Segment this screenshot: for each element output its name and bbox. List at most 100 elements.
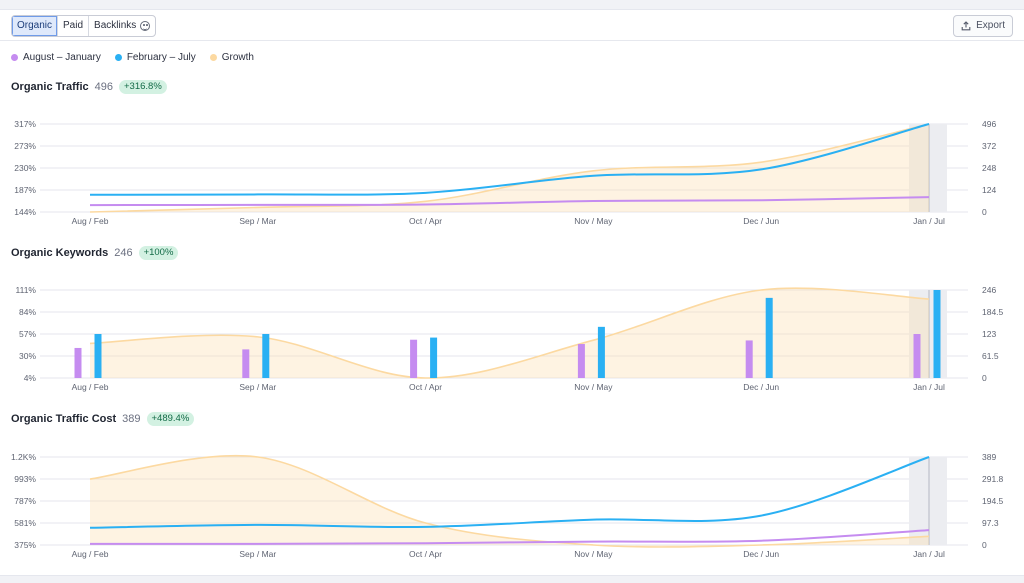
- bar-february-july: [933, 290, 941, 378]
- x-tick-label: Sep / Mar: [239, 382, 276, 392]
- left-tick-label: 111%: [16, 285, 37, 295]
- x-tick-label: Nov / May: [574, 382, 613, 392]
- right-tick-label: 194.5: [982, 496, 1004, 506]
- export-button[interactable]: Export: [953, 15, 1013, 37]
- legend-item-february-july[interactable]: February – July: [114, 52, 196, 63]
- line-february-july: [89, 456, 930, 529]
- left-tick-label: 273%: [14, 141, 36, 151]
- tab-organic-label: Organic: [17, 20, 53, 31]
- bar-august-january: [913, 334, 921, 378]
- left-tick-label: 230%: [14, 163, 36, 173]
- bar-february-july: [430, 337, 438, 378]
- x-tick-label: Aug / Feb: [72, 549, 109, 559]
- bar-february-july: [765, 297, 773, 378]
- smiley-icon: [140, 21, 151, 31]
- legend-item-growth[interactable]: Growth: [209, 52, 254, 63]
- x-tick-label: Sep / Mar: [239, 216, 276, 226]
- chart-legend: August – January February – July Growth: [11, 52, 254, 63]
- growth-area: [90, 455, 929, 547]
- left-tick-label: 57%: [19, 329, 36, 339]
- legend-label: February – July: [126, 52, 196, 63]
- bar-august-january: [410, 339, 418, 378]
- right-tick-label: 0: [982, 373, 987, 383]
- organic-keywords-title: Organic Keywords: [11, 247, 109, 259]
- x-tick-label: Aug / Feb: [72, 216, 109, 226]
- right-tick-label: 248: [982, 163, 996, 173]
- bar-august-january: [74, 347, 82, 378]
- bar-february-july: [262, 334, 270, 378]
- line-august-january: [89, 196, 930, 207]
- left-tick-label: 144%: [14, 207, 36, 217]
- organic-traffic-cost-badge: +489.4%: [146, 412, 195, 426]
- x-tick-label: Oct / Apr: [409, 382, 442, 392]
- line-august-january: [89, 529, 930, 545]
- growth-area: [90, 288, 929, 379]
- right-tick-label: 0: [982, 540, 987, 550]
- legend-dot-growth: [209, 54, 217, 61]
- right-tick-label: 389: [982, 452, 996, 462]
- toolbar: Organic Paid Backlinks Export: [0, 10, 1024, 41]
- right-tick-label: 184.5: [982, 307, 1004, 317]
- organic-traffic-cost-title: Organic Traffic Cost: [11, 413, 117, 425]
- left-tick-label: 317%: [14, 119, 36, 129]
- x-tick-label: Nov / May: [574, 549, 613, 559]
- x-tick-label: Dec / Jun: [743, 382, 779, 392]
- bar-august-january: [745, 340, 753, 378]
- organic-traffic-cost-value: 389: [122, 413, 141, 425]
- right-tick-label: 124: [982, 185, 996, 195]
- right-tick-label: 291.8: [982, 474, 1004, 484]
- right-tick-label: 0: [982, 207, 987, 217]
- x-tick-label: Sep / Mar: [239, 549, 276, 559]
- export-label: Export: [976, 20, 1005, 31]
- organic-traffic-chart[interactable]: 317% 496 273% 372 230% 248 187% 124 144% 0 Aug / F…: [0, 110, 1024, 226]
- x-tick-label: Aug / Feb: [72, 382, 109, 392]
- bar-february-july: [597, 326, 605, 378]
- tab-backlinks[interactable]: Backlinks: [89, 16, 155, 36]
- x-tick-label: Dec / Jun: [743, 549, 779, 559]
- right-tick-label: 246: [982, 285, 996, 295]
- x-tick-label: Oct / Apr: [409, 216, 442, 226]
- growth-line: [89, 454, 930, 548]
- right-tick-label: 123: [982, 329, 996, 339]
- growth-area: [90, 124, 929, 212]
- left-tick-label: 375%: [14, 540, 36, 550]
- right-tick-label: 372: [982, 141, 996, 151]
- x-tick-label: Jan / Jul: [913, 382, 945, 392]
- organic-overview-card: Organic Paid Backlinks Export August – J…: [0, 9, 1024, 576]
- organic-keywords-header: Organic Keywords 246 +100%: [11, 246, 179, 260]
- tab-paid-label: Paid: [63, 20, 84, 31]
- legend-dot-august-january: [11, 54, 18, 61]
- organic-traffic-cost-chart[interactable]: 1.2K% 389 993% 291.8 787% 194.5 581% 97.3 375% 0 A…: [0, 443, 1024, 559]
- x-tick-label: Dec / Jun: [743, 216, 779, 226]
- left-tick-label: 187%: [14, 185, 36, 195]
- right-tick-label: 496: [982, 119, 996, 129]
- data-type-tabs: Organic Paid Backlinks: [11, 15, 157, 37]
- left-tick-label: 1.2K%: [11, 452, 36, 462]
- organic-traffic-badge: +316.8%: [119, 80, 167, 94]
- organic-traffic-title: Organic Traffic: [11, 81, 89, 93]
- organic-traffic-header: Organic Traffic 496 +316.8%: [11, 80, 167, 94]
- x-tick-label: Oct / Apr: [409, 549, 442, 559]
- bar-august-january: [577, 344, 585, 378]
- organic-keywords-badge: +100%: [138, 246, 179, 260]
- x-tick-label: Nov / May: [574, 216, 613, 226]
- tab-paid[interactable]: Paid: [58, 16, 90, 36]
- legend-label: August – January: [23, 52, 101, 63]
- tab-backlinks-label: Backlinks: [94, 20, 137, 31]
- organic-keywords-chart[interactable]: 111% 246 84% 184.5 57% 123 30% 61.5 4% 0 Aug / Feb…: [0, 276, 1024, 392]
- line-february-july: [89, 123, 930, 196]
- left-tick-label: 787%: [14, 496, 36, 506]
- legend-item-august-january[interactable]: August – January: [11, 52, 101, 63]
- right-tick-label: 97.3: [982, 518, 999, 528]
- organic-traffic-value: 496: [94, 81, 113, 93]
- left-tick-label: 4%: [24, 373, 37, 383]
- legend-dot-february-july: [114, 54, 122, 61]
- left-tick-label: 30%: [19, 351, 36, 361]
- x-tick-label: Jan / Jul: [913, 216, 945, 226]
- legend-label: Growth: [221, 52, 254, 63]
- bar-february-july: [94, 334, 102, 378]
- x-tick-label: Jan / Jul: [913, 549, 945, 559]
- tab-organic[interactable]: Organic: [12, 16, 59, 36]
- export-icon: [961, 21, 971, 31]
- left-tick-label: 84%: [19, 307, 36, 317]
